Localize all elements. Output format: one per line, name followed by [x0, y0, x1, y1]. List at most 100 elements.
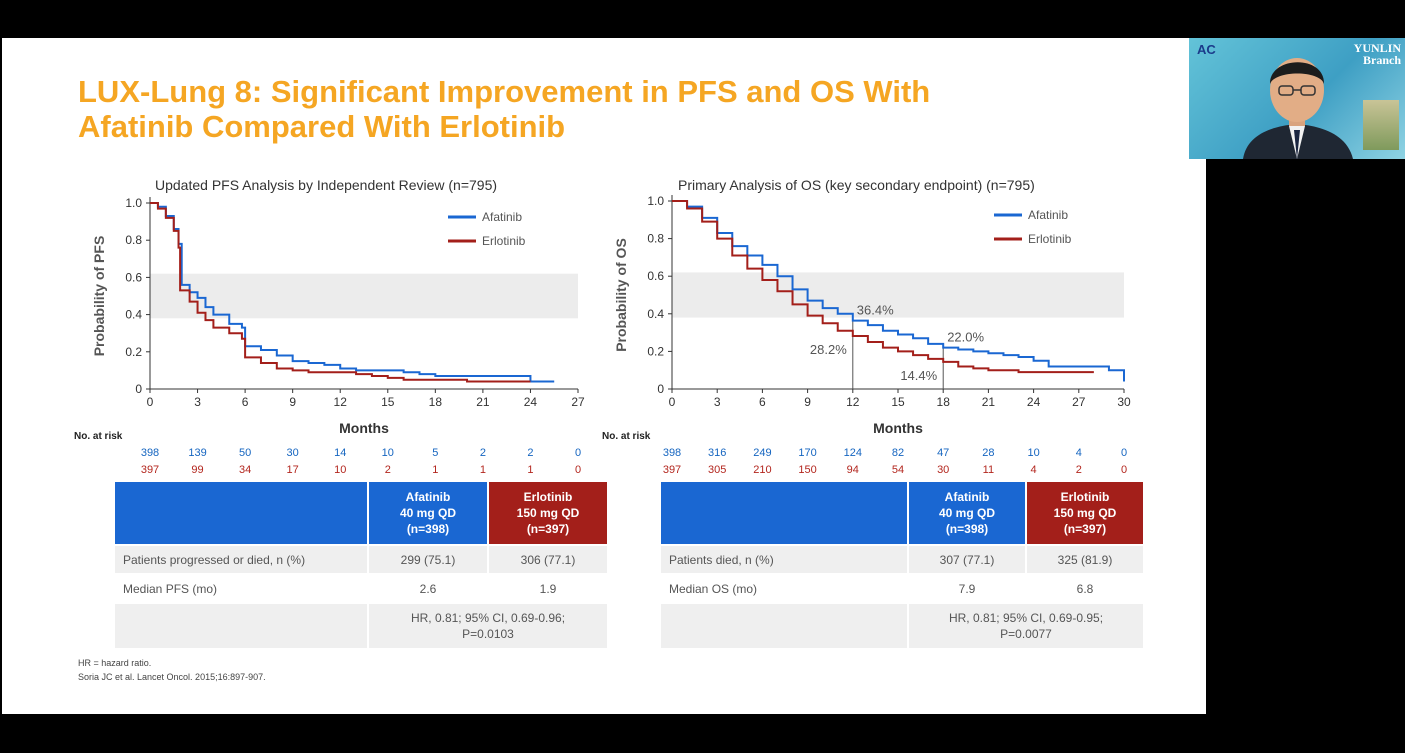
pfs-legend-label-erlotinib: Erlotinib: [482, 234, 526, 248]
background-photo: [1363, 100, 1399, 150]
os-annotation-label: 22.0%: [947, 330, 984, 345]
risk-value: 0: [1120, 464, 1128, 476]
os-y-axis-label: Probability of OS: [613, 238, 629, 352]
speaker-figure: [1243, 58, 1353, 159]
os-legend-label-erlotinib: Erlotinib: [1028, 232, 1072, 246]
os-chart-title: Primary Analysis of OS (key secondary en…: [678, 177, 1035, 193]
os-shaded-band: [672, 272, 1124, 318]
risk-value: 0: [1120, 447, 1128, 459]
os-x-tick-label: 27: [1072, 395, 1086, 409]
risk-value: 210: [753, 464, 772, 476]
pfs-x-tick-label: 3: [194, 395, 201, 409]
os-table-header-afatinib: Afatinib 40 mg QD (n=398): [909, 482, 1025, 544]
slide-title-line1: LUX-Lung 8: Significant Improvement in P…: [78, 74, 931, 109]
os-x-tick-label: 6: [759, 395, 766, 409]
pfs-x-axis-label: Months: [339, 420, 389, 436]
conference-logo: AC: [1197, 42, 1216, 57]
os-risk-row-afatinib: 398 316 249 170 124 82 47 28 10 4 0: [2, 447, 1202, 461]
risk-value: 28: [982, 447, 995, 459]
pfs-series-erlotinib-line: [150, 202, 531, 383]
risk-value: 34: [238, 464, 252, 476]
pfs-x-tick-label: 6: [242, 395, 249, 409]
pfs-summary-table: Afatinib 40 mg QD (n=398) Erlotinib 150 …: [113, 480, 609, 650]
os-y-tick-label: 0.4: [647, 307, 664, 321]
os-row2-afatinib: 7.9: [958, 581, 976, 596]
os-legend-label-afatinib: Afatinib: [1028, 208, 1068, 222]
risk-value: 139: [188, 447, 207, 459]
risk-value: 124: [843, 447, 862, 459]
risk-value: 1: [527, 464, 534, 476]
pfs-x-tick-label: 27: [571, 395, 585, 409]
table-row: HR, 0.81; 95% CI, 0.69-0.95; P=0.0077: [661, 604, 1143, 648]
os-x-tick-label: 9: [804, 395, 811, 409]
os-x-tick-label: 21: [982, 395, 996, 409]
pfs-y-axis-label: Probability of PFS: [91, 236, 107, 357]
risk-value: 5: [432, 447, 439, 459]
pfs-x-tick-label: 21: [476, 395, 490, 409]
os-x-tick-label: 3: [714, 395, 721, 409]
os-hr-blank: [661, 604, 907, 648]
risk-value: 30: [286, 447, 299, 459]
risk-value: 397: [662, 464, 682, 476]
risk-value: 305: [708, 464, 727, 476]
os-x-tick-label: 18: [937, 395, 951, 409]
pfs-row2-afatinib: 2.6: [419, 581, 437, 596]
risk-value: 2: [1075, 464, 1082, 476]
os-x-axis-label: Months: [873, 420, 923, 436]
pfs-km-chart: 0 3 6 9 12 15 18 21 24 27 0 0.2 0.4 0.6 0.8 1.0 Months Pr…: [91, 196, 585, 436]
pfs-y-tick-label: 0.8: [125, 233, 142, 247]
os-y-tick-label: 0.2: [647, 344, 664, 358]
pfs-row2-label: Median PFS (mo): [123, 581, 218, 596]
pfs-series-afatinib-line: [150, 202, 555, 383]
os-x-tick-label: 30: [1117, 395, 1131, 409]
pfs-y-tick-label: 1.0: [125, 196, 142, 210]
risk-value: 94: [846, 464, 859, 476]
risk-value: 1: [432, 464, 439, 476]
table-row: Patients died, n (%) 307 (77.1) 325 (81.…: [661, 546, 1143, 573]
risk-value: 249: [753, 447, 772, 459]
pfs-legend-label-afatinib: Afatinib: [482, 210, 522, 224]
presentation-slide: LUX-Lung 8: Significant Improvement in P…: [2, 38, 1206, 714]
os-y-tick-label: 0.6: [647, 269, 664, 283]
table-row: Median PFS (mo) 2.6 1.9: [115, 575, 607, 602]
risk-value: 397: [140, 464, 160, 476]
pfs-x-tick-label: 24: [524, 395, 538, 409]
webcam-banner: YUNLIN Branch: [1353, 41, 1401, 67]
os-risk-label: No. at risk: [602, 431, 651, 442]
os-y-tick-label: 0: [657, 382, 664, 396]
pfs-y-tick-label: 0.2: [125, 345, 142, 359]
pfs-x-tick-label: 12: [334, 395, 348, 409]
risk-value: 17: [286, 464, 299, 476]
pfs-row2-erlotinib: 1.9: [539, 581, 557, 596]
risk-value: 150: [798, 464, 817, 476]
risk-value: 316: [708, 447, 727, 459]
os-row2-label: Median OS (mo): [669, 581, 758, 596]
risk-value: 170: [798, 447, 817, 459]
footnote-abbreviation: HR = hazard ratio.: [78, 658, 152, 668]
os-table-header-blank: [661, 482, 907, 544]
table-row: Median OS (mo) 7.9 6.8: [661, 575, 1143, 602]
risk-value: 99: [191, 464, 204, 476]
pfs-row1-erlotinib: 306 (77.1): [489, 546, 607, 573]
os-y-tick-label: 1.0: [647, 194, 664, 208]
risk-value: 4: [1075, 447, 1082, 459]
os-series-erlotinib-line: [672, 200, 1094, 374]
os-x-tick-label: 12: [846, 395, 860, 409]
risk-value: 0: [574, 447, 582, 459]
pfs-y-tick-label: 0: [135, 382, 142, 396]
risk-value: 398: [662, 447, 682, 459]
pfs-row1-label: Patients progressed or died, n (%): [115, 546, 367, 573]
pfs-table-header-afatinib: Afatinib 40 mg QD (n=398): [369, 482, 487, 544]
risk-value: 47: [937, 447, 950, 459]
speaker-webcam-video: AC YUNLIN Branch: [1189, 38, 1405, 159]
os-summary-table: Afatinib 40 mg QD (n=398) Erlotinib 150 …: [659, 480, 1145, 650]
pfs-table-header-erlotinib: Erlotinib 150 mg QD (n=397): [489, 482, 607, 544]
os-risk-row-erlotinib: 397 305 210 150 94 54 30 11 4 2 0: [2, 464, 1202, 478]
risk-value: 82: [891, 447, 905, 459]
os-hazard-ratio: HR, 0.81; 95% CI, 0.69-0.95; P=0.0077: [909, 604, 1143, 648]
os-km-chart: 0 3 6 9 12 15 18 21 24 27 30 0 0.2 0.4 0.6 0.8 1.0 Months…: [613, 194, 1131, 436]
pfs-x-tick-label: 9: [289, 395, 296, 409]
table-row: Patients progressed or died, n (%) 299 (…: [115, 546, 607, 573]
os-series-afatinib-line: [672, 200, 1125, 382]
pfs-risk-label: No. at risk: [74, 431, 123, 442]
